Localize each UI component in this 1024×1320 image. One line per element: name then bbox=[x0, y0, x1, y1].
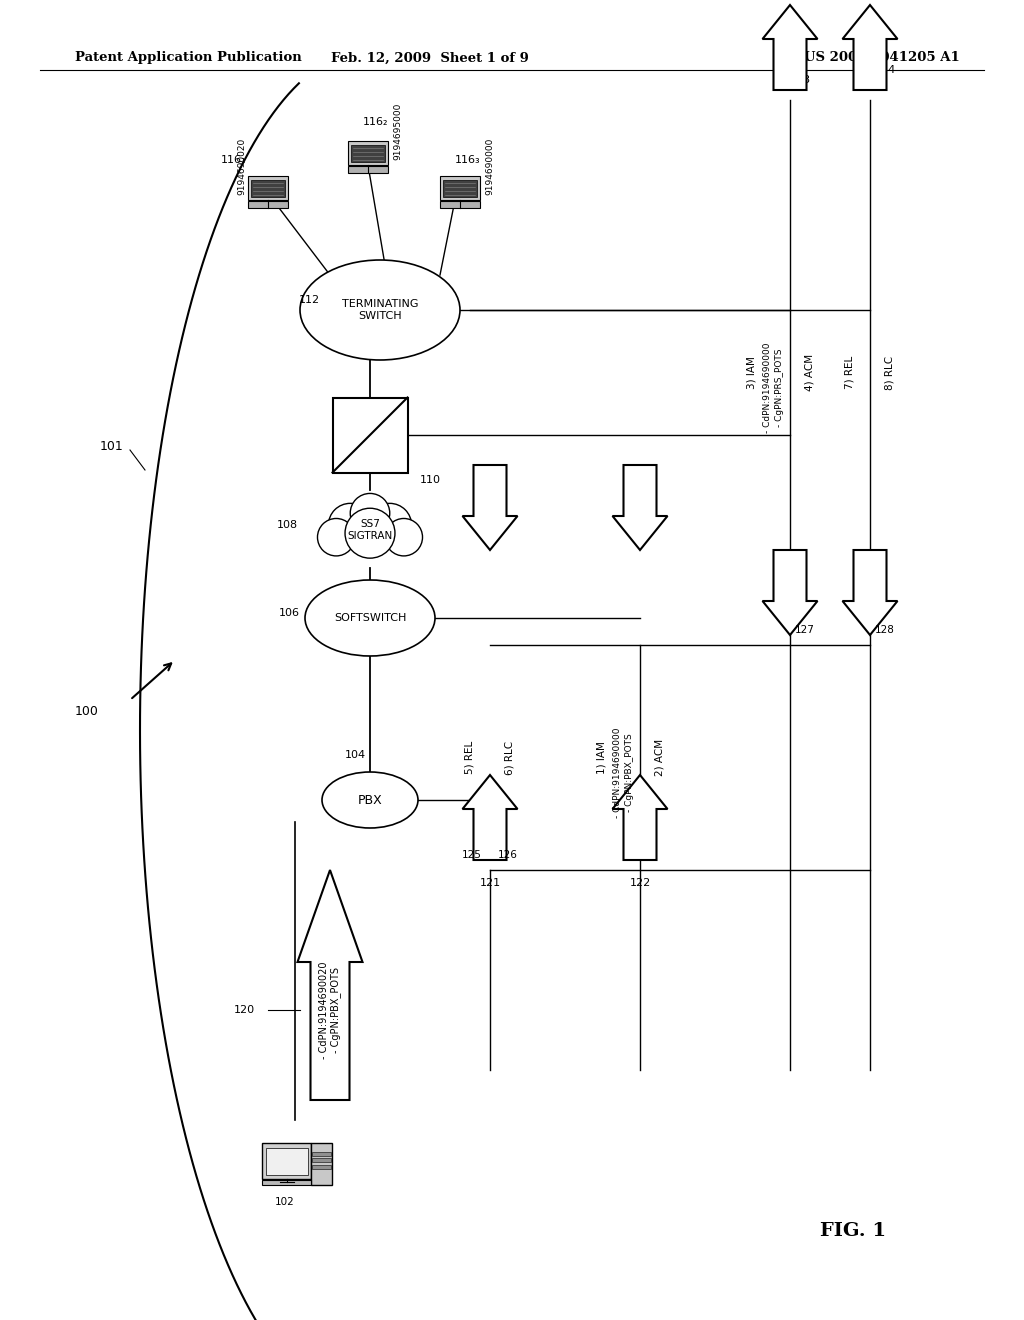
Text: 106: 106 bbox=[279, 609, 300, 618]
Text: PBX: PBX bbox=[357, 793, 382, 807]
Bar bbox=[251, 180, 285, 197]
Text: 108: 108 bbox=[276, 520, 298, 531]
Bar bbox=[443, 180, 477, 197]
Polygon shape bbox=[612, 465, 668, 550]
Text: 121: 121 bbox=[479, 878, 501, 888]
Bar bbox=[312, 1159, 331, 1162]
Polygon shape bbox=[612, 775, 668, 861]
Bar bbox=[262, 1180, 311, 1185]
Circle shape bbox=[329, 503, 372, 546]
Text: 116₁: 116₁ bbox=[220, 154, 246, 165]
Circle shape bbox=[317, 519, 355, 556]
Bar bbox=[333, 397, 408, 473]
Text: 104: 104 bbox=[344, 750, 366, 760]
Text: FIG. 1: FIG. 1 bbox=[820, 1222, 886, 1239]
Text: SS7
SIGTRAN: SS7 SIGTRAN bbox=[347, 519, 392, 541]
Text: 123: 123 bbox=[790, 75, 811, 84]
Bar bbox=[311, 1143, 332, 1185]
Text: 8) RLC: 8) RLC bbox=[885, 355, 895, 389]
Text: - CgPN:PRS_POTS: - CgPN:PRS_POTS bbox=[775, 348, 784, 426]
Polygon shape bbox=[463, 465, 517, 550]
Text: 127: 127 bbox=[795, 624, 815, 635]
Text: US 2009/0041205 A1: US 2009/0041205 A1 bbox=[804, 51, 961, 65]
Text: 101: 101 bbox=[100, 440, 124, 453]
Text: 9194695000: 9194695000 bbox=[393, 103, 402, 160]
Text: 110: 110 bbox=[420, 475, 441, 484]
Text: SOFTSWITCH: SOFTSWITCH bbox=[334, 612, 407, 623]
Text: 2) ACM: 2) ACM bbox=[655, 739, 665, 776]
Text: 100: 100 bbox=[75, 705, 99, 718]
Bar bbox=[440, 176, 480, 201]
Bar bbox=[312, 1164, 331, 1168]
Polygon shape bbox=[763, 550, 817, 635]
Text: TERMINATING
SWITCH: TERMINATING SWITCH bbox=[342, 300, 418, 321]
Text: 5) REL: 5) REL bbox=[465, 741, 475, 774]
Text: 120: 120 bbox=[233, 1005, 255, 1015]
Text: - CgPN:PBX_POTS: - CgPN:PBX_POTS bbox=[626, 733, 635, 812]
Bar bbox=[351, 144, 385, 162]
Circle shape bbox=[368, 503, 412, 546]
Polygon shape bbox=[463, 775, 517, 861]
Circle shape bbox=[345, 508, 395, 558]
Polygon shape bbox=[298, 870, 362, 1100]
Text: 126: 126 bbox=[498, 850, 518, 861]
Bar bbox=[248, 201, 288, 207]
Text: 116₃: 116₃ bbox=[455, 154, 480, 165]
Bar bbox=[248, 176, 288, 201]
Text: 125: 125 bbox=[462, 850, 482, 861]
Text: 112: 112 bbox=[299, 294, 319, 305]
Polygon shape bbox=[763, 5, 817, 90]
Text: 9194690020: 9194690020 bbox=[237, 137, 246, 195]
Text: - CdPN:9194690000: - CdPN:9194690000 bbox=[764, 342, 772, 433]
Circle shape bbox=[385, 519, 423, 556]
Text: 4) ACM: 4) ACM bbox=[805, 354, 815, 391]
Text: 6) RLC: 6) RLC bbox=[505, 741, 515, 775]
Ellipse shape bbox=[300, 260, 460, 360]
Text: Feb. 12, 2009  Sheet 1 of 9: Feb. 12, 2009 Sheet 1 of 9 bbox=[331, 51, 529, 65]
Text: 122: 122 bbox=[630, 878, 650, 888]
Bar bbox=[348, 166, 388, 173]
Text: - CdPN:9194690020
- CgPN:PBX_POTS: - CdPN:9194690020 - CgPN:PBX_POTS bbox=[318, 961, 341, 1059]
Bar bbox=[440, 201, 480, 207]
Polygon shape bbox=[843, 550, 897, 635]
Text: 124: 124 bbox=[874, 65, 896, 75]
Polygon shape bbox=[843, 5, 897, 90]
Text: 1) IAM: 1) IAM bbox=[597, 741, 607, 774]
Text: - CdPN:9194690000: - CdPN:9194690000 bbox=[613, 727, 623, 818]
Text: 116₂: 116₂ bbox=[362, 117, 388, 127]
Text: 102: 102 bbox=[275, 1197, 295, 1206]
Bar bbox=[262, 1143, 311, 1179]
Bar bbox=[348, 140, 388, 165]
Text: 128: 128 bbox=[874, 624, 895, 635]
Text: 9194690000: 9194690000 bbox=[485, 137, 494, 195]
Bar bbox=[265, 1148, 307, 1175]
Text: Patent Application Publication: Patent Application Publication bbox=[75, 51, 302, 65]
Text: 7) REL: 7) REL bbox=[845, 356, 855, 389]
Circle shape bbox=[350, 494, 390, 533]
Ellipse shape bbox=[322, 772, 418, 828]
Ellipse shape bbox=[305, 579, 435, 656]
Text: 3) IAM: 3) IAM bbox=[746, 356, 757, 389]
Bar bbox=[312, 1152, 331, 1156]
